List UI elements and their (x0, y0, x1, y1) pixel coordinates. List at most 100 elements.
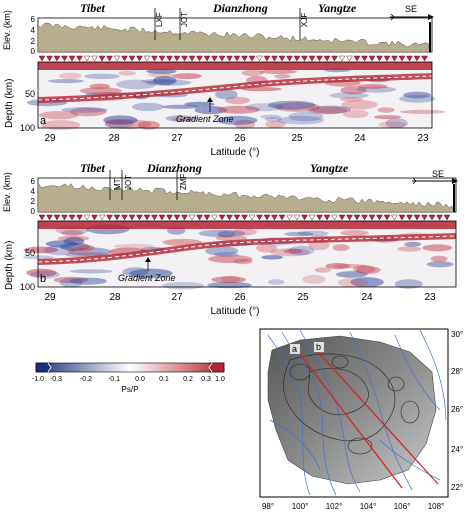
colorbar-tick: 1.0 (215, 376, 225, 383)
station-triangle (173, 214, 181, 221)
station-triangle (406, 214, 413, 221)
station-triangle (151, 55, 158, 62)
station-triangle (218, 55, 226, 62)
colorbar-tick: -0.2 (80, 376, 92, 383)
station-triangle (241, 55, 248, 62)
profile-line-b (317, 351, 439, 485)
elev-tick: 4 (31, 187, 36, 196)
colorbar-tick: 0.1 (159, 376, 169, 383)
station-triangle (211, 55, 218, 62)
svg-text:MT: MT (113, 178, 122, 190)
colorbar-tick: -1.0 (32, 376, 44, 383)
lat-tick: 26 (234, 133, 246, 144)
topography-shading (267, 335, 437, 485)
station-triangle (226, 55, 233, 62)
station-triangle (346, 55, 353, 62)
direction-label-se: SE (432, 169, 444, 179)
station-triangle (406, 55, 413, 62)
station-triangle (286, 214, 293, 221)
station-triangle (158, 214, 166, 221)
station-triangle (376, 55, 383, 62)
latitude-ticks: 29 28 27 26 25 24 23 (44, 133, 429, 144)
panel-b: Tibet Dianzhong Yangtze SE MT JOT ZMF El… (2, 161, 458, 317)
station-triangle (316, 214, 323, 221)
colorbar-tick: 0.2 (183, 376, 193, 383)
map-lat-tick: 30° (451, 330, 463, 339)
elev-tick: 4 (31, 26, 36, 35)
lat-tick: 29 (44, 133, 56, 144)
station-triangle (233, 214, 241, 221)
station-triangle (151, 214, 158, 221)
colorbar-tick: -0.1 (108, 376, 120, 383)
lat-tick: 24 (354, 133, 366, 144)
panel-letter: b (40, 273, 46, 285)
map-lat-tick: 22° (451, 483, 463, 492)
station-triangle (436, 214, 443, 221)
station-triangle (226, 214, 233, 221)
station-triangle (166, 55, 173, 62)
map-lon-tick: 106° (394, 502, 411, 511)
profile-label-a: a (292, 344, 297, 354)
station-triangle (271, 55, 278, 62)
station-triangle (301, 214, 308, 221)
station-triangle (98, 214, 106, 221)
lat-tick: 25 (297, 292, 309, 303)
direction-arrow-icon (390, 13, 434, 21)
station-triangle (338, 214, 346, 221)
station-triangle (391, 55, 398, 62)
station-triangle (203, 214, 211, 221)
station-triangle (346, 214, 353, 221)
region-label-tibet: Tibet (80, 1, 106, 15)
lat-tick: 26 (234, 292, 246, 303)
station-triangle (128, 55, 136, 62)
colorbar-tick: 0.3 (201, 376, 211, 383)
station-triangle (368, 55, 376, 62)
station-triangle (53, 214, 61, 221)
station-triangle (113, 55, 121, 62)
lat-tick: 29 (44, 292, 56, 303)
station-triangle (128, 214, 136, 221)
station-triangle (413, 214, 421, 221)
latitude-ticks: 29 28 27 26 25 24 23 (44, 292, 436, 303)
svg-text:Gradient Zone: Gradient Zone (176, 114, 234, 124)
station-triangle (383, 55, 391, 62)
station-triangle (331, 214, 338, 221)
station-triangle (106, 55, 113, 62)
region-label-tibet: Tibet (80, 161, 106, 175)
lat-tick: 27 (171, 292, 183, 303)
fault-marker-mt: MT (109, 170, 122, 200)
station-triangle (53, 55, 61, 62)
lat-tick: 23 (417, 133, 429, 144)
station-triangle (293, 55, 301, 62)
elev-tick: 0 (31, 207, 36, 216)
elev-axis-label: Elev. (km) (2, 10, 12, 50)
map-lat-tick: 28° (451, 367, 463, 376)
station-triangle (38, 214, 46, 221)
station-triangle (308, 55, 316, 62)
station-triangle (196, 55, 203, 62)
station-triangle (263, 214, 271, 221)
station-triangle (248, 214, 256, 221)
station-triangle (61, 55, 68, 62)
region-label-yangtze: Yangtze (310, 161, 349, 175)
station-triangle (398, 214, 406, 221)
station-triangle (181, 55, 188, 62)
elev-tick: 2 (31, 197, 36, 206)
elev-tick: 0 (31, 47, 36, 56)
station-triangle (256, 55, 263, 62)
station-triangle (181, 214, 188, 221)
station-triangle (323, 214, 331, 221)
colorbar-label: Ps/P (122, 385, 139, 394)
station-triangle (376, 214, 383, 221)
map-lat-tick: 24° (451, 445, 463, 454)
elev-axis-label: Elev. (km) (2, 172, 12, 212)
region-label-yangtze: Yangtze (318, 1, 357, 15)
map-lon-ticks: 98° 100° 102° 104° 106° 108° (262, 502, 444, 511)
station-triangle (76, 55, 83, 62)
colorbar-gradient (35, 362, 225, 373)
station-triangle (166, 214, 173, 221)
depth-ticks: 50 100 (20, 89, 35, 133)
elevation-profile (37, 181, 455, 213)
depth-tick: 100 (20, 123, 35, 133)
rivers (267, 329, 447, 496)
